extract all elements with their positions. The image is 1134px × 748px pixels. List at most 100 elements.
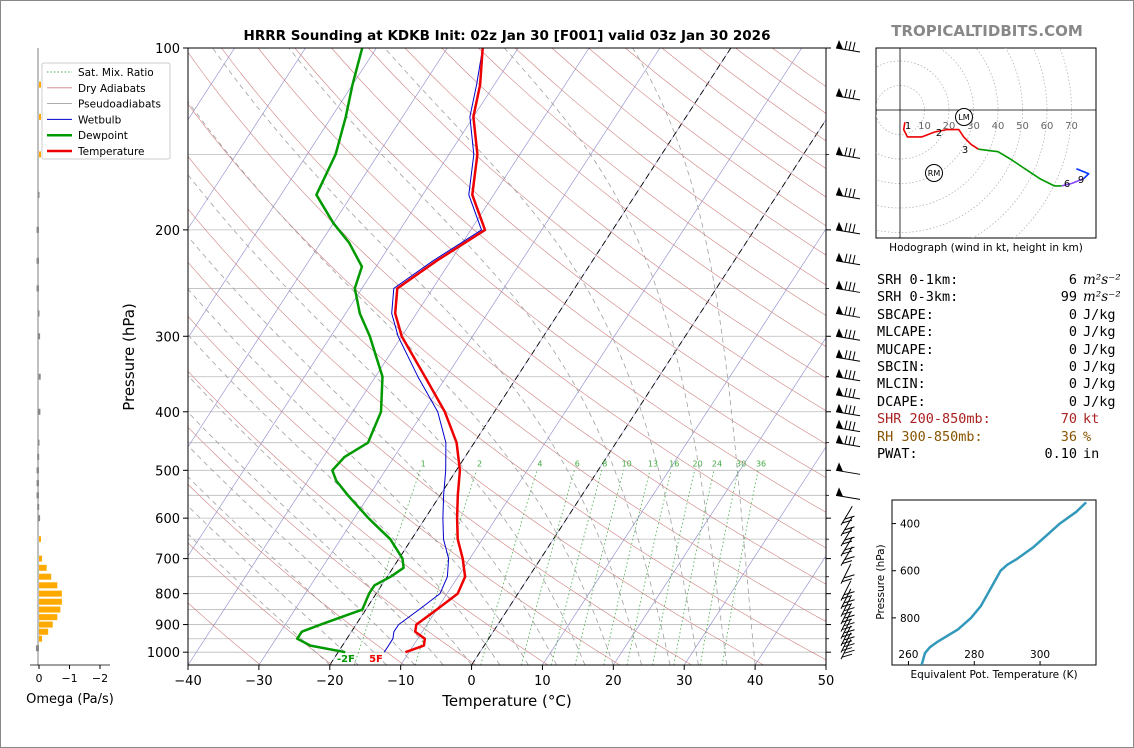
mixing-ratio-label: 1 [421,459,426,468]
dry-adiabat-line [257,48,826,513]
omega-bar [37,439,40,446]
x-tick-label: 30 [676,674,693,689]
omega-bar [36,492,39,499]
pseudoadiabat-line [504,48,728,665]
parameter-value: 70 [1060,411,1077,428]
y-tick-label: 800 [155,588,180,603]
parameter-unit: kt [1083,411,1100,428]
omega-tick-label: −1 [61,672,77,685]
chart-title: HRRR Sounding at KDKB Init: 02z Jan 30 [… [244,28,771,44]
wind-barb [835,221,861,235]
parameter-label: MLCAPE: [877,324,934,341]
parameter-unit: J/kg [1083,376,1116,393]
omega-bar [39,151,41,158]
dry-adiabat-line [188,542,333,665]
dry-adiabat-line [331,48,826,445]
dry-adiabat-line [368,48,826,412]
parameter-row: MUCAPE: 0 J/kg [877,342,1121,359]
mixing-ratio-line [353,470,421,665]
parameter-row: RH 300-850mb: 36% [877,429,1121,446]
hodograph-height-label: 2 [936,128,942,139]
y-tick-label: 700 [155,553,180,568]
pseudoadiabat-line [288,48,671,665]
mixing-ratio-label: 2 [477,459,482,468]
parameter-unit: J/kg [1083,393,1116,410]
mixing-ratio-line [603,470,651,665]
dry-adiabat-line [188,315,621,665]
omega-bar [35,645,39,652]
thetae-x-tick-label: 300 [1030,649,1050,661]
mixing-ratio-line [626,470,672,665]
y-tick-label: 1000 [147,646,180,661]
y-tick-label: 500 [155,464,180,479]
dry-adiabat-line [188,52,826,585]
isotherm-line [542,228,826,665]
parameter-unit: J/kg [1083,324,1116,341]
thetae-x-tick-label: 260 [898,649,918,661]
pseudoadiabat-line [632,48,756,665]
wind-barb [835,328,861,341]
wind-barbs [835,40,861,660]
surface-temperature-label: 5F [369,654,383,665]
wind-barb [835,434,861,448]
y-tick-label: 900 [155,619,180,634]
wind-barb [835,87,861,101]
parameter-label: SBCIN: [877,358,926,375]
mixing-ratio-label: 10 [622,459,632,468]
isotherm-line [188,48,590,665]
isotherm-line [188,48,448,448]
mixing-ratio-label: 16 [669,459,679,468]
x-tick-label: −20 [316,674,343,689]
omega-xlabel: Omega (Pa/s) [26,692,114,707]
x-tick-label: 20 [605,674,622,689]
y-tick-label: 400 [155,406,180,421]
x-tick-label: 0 [467,674,475,689]
omega-bar [39,614,58,621]
hodograph-ring-label: 50 [1016,121,1029,132]
wetbulb-profile [383,48,484,653]
dewpoint-profile [295,48,405,654]
mixing-ratio-line [721,470,759,665]
hodograph-height-label: 9 [1078,175,1084,186]
parameter-unit: % [1083,428,1092,445]
legend-entry: Temperature [77,146,145,158]
omega-bar [39,564,47,571]
isotherm-line [613,337,826,665]
mixing-ratio-label: 4 [537,459,542,468]
dry-adiabat-line [188,484,405,665]
mixing-ratio-line [521,470,575,665]
y-tick-label: 100 [155,42,180,57]
wind-barb [840,506,855,526]
mixing-ratio-label: 20 [693,459,703,468]
parameter-label: SRH 0-1km: [877,272,959,288]
parameter-row: PWAT: 0.10 in [877,446,1121,463]
wind-barb [840,580,855,601]
isotherm-line [188,48,306,230]
x-tick-label: −30 [245,674,272,689]
hodograph-ring-label: 60 [1041,121,1054,132]
mixing-ratio-label: 8 [602,459,607,468]
storm-motion-label: LM [958,113,969,122]
parameter-row: MLCIN: 0 J/kg [877,376,1121,393]
sounding-parameters: SRH 0-1km: 6 m²s⁻² SRH 0-3km: 99 m²s⁻² SBCAPE:… [877,272,1121,463]
thetae-y-tick-label: 400 [900,519,920,531]
hodograph-ring-label: 40 [992,121,1005,132]
parameter-label: SRH 0-3km: [877,289,959,306]
parameter-label: MLCIN: [877,376,926,393]
omega-bar [39,582,58,589]
pseudoadiabat-line [188,235,557,665]
parameter-value: 0 [1068,358,1077,375]
parameter-label: PWAT: [877,445,918,462]
dry-adiabat-line [188,602,261,665]
parameter-value: 0 [1068,376,1077,393]
legend-entry: Dewpoint [78,130,128,142]
parameter-value: 0 [1068,306,1077,323]
omega-bar [37,191,40,198]
parameter-row: SRH 0-1km: 6 m²s⁻² [877,272,1121,289]
hodograph-ring-label: 10 [918,121,931,132]
parameter-unit: J/kg [1083,306,1116,323]
mixing-ratio-label: 13 [648,459,658,468]
mixing-ratio-line [574,470,625,665]
omega-bar [38,373,41,380]
